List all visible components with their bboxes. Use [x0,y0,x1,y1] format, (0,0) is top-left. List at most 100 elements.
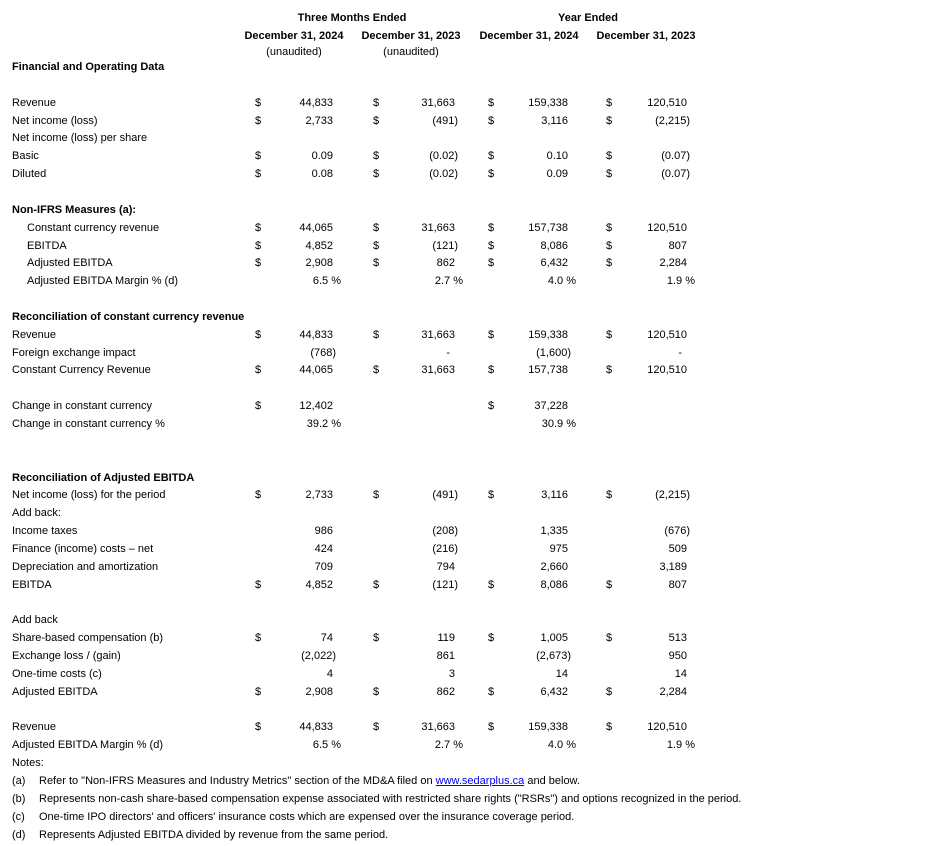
currency: $ [488,114,495,127]
currency: $ [255,632,262,645]
currency: $ [488,96,495,109]
currency: $ [373,239,380,252]
amount: (208) [432,525,458,538]
amount: 8,086 [540,239,568,252]
currency: $ [255,721,262,734]
amount: 120,510 [647,364,687,377]
amount: 807 [668,239,687,252]
row-label: Revenue [12,721,57,734]
currency: $ [255,96,262,109]
amount: 120,510 [647,221,687,234]
amount: 120,510 [647,328,687,341]
amount: 31,663 [421,721,455,734]
amount: 0.09 [311,150,333,163]
amount: 157,738 [528,364,568,377]
row-label: Income taxes [12,525,78,538]
section-title: Financial and Operating Data [12,61,165,73]
row-label: Share-based compensation (b) [12,632,164,645]
amount: 12,402 [299,400,333,413]
column-note: (unaudited) [383,46,439,58]
amount: (0.07) [661,150,690,163]
row-label: Net income (loss) [12,114,98,127]
row-label: Change in constant currency [12,400,153,413]
amount: (2,673) [536,650,571,663]
amount: (121) [432,578,458,591]
amount: 2,908 [305,257,333,270]
amount: 1.9 % [666,739,695,752]
amount: 513 [668,632,687,645]
amount: 3,189 [659,560,687,573]
currency: $ [606,632,613,645]
amount: 44,065 [299,221,333,234]
row-label: Revenue [12,96,57,109]
currency: $ [488,239,495,252]
currency: $ [255,489,262,502]
row-label: Net income (loss) per share [12,132,148,145]
currency: $ [488,257,495,270]
amount: 44,833 [299,96,333,109]
amount: 3,116 [541,489,568,502]
note-text: Represents non-cash share-based compensa… [39,792,741,806]
note-text: Represents Adjusted EBITDA divided by re… [39,828,388,842]
currency: $ [255,150,262,163]
amount: 120,510 [647,721,687,734]
column-note: (unaudited) [266,46,322,58]
currency: $ [255,578,262,591]
row-label: Depreciation and amortization [12,560,159,573]
amount: 2,660 [540,560,568,573]
amount: 0.09 [546,168,568,181]
amount: (121) [432,239,458,252]
currency: $ [255,328,262,341]
amount: (0.02) [429,168,458,181]
currency: $ [606,114,613,127]
amount: (2,215) [655,114,690,127]
amount: 862 [436,685,455,698]
currency: $ [255,364,262,377]
amount: 986 [314,525,333,538]
currency: $ [488,328,495,341]
note-link[interactable]: www.sedarplus.ca [435,775,525,787]
amount: 2,284 [659,685,687,698]
amount: 1,005 [540,632,568,645]
note-text-part: Represents Adjusted EBITDA divided by re… [39,828,389,841]
group-header: Three Months Ended [297,12,407,24]
currency: $ [488,150,495,163]
row-label: Exchange loss / (gain) [12,650,121,663]
currency: $ [255,168,262,181]
currency: $ [606,364,613,377]
row-label: Add back [12,614,58,627]
column-header: December 31, 2024 [244,30,344,42]
currency: $ [606,578,613,591]
amount: 44,833 [299,328,333,341]
currency: $ [255,221,262,234]
amount: 31,663 [421,328,455,341]
currency: $ [606,150,613,163]
currency: $ [255,400,262,413]
amount: 159,338 [528,96,568,109]
amount: 6.5 % [312,739,341,752]
amount: 30.9 % [541,418,576,430]
note-text-part: Represents non-cash share-based compensa… [39,792,742,805]
amount: (676) [664,525,690,538]
amount: 424 [314,542,333,555]
note-text: Refer to "Non-IFRS Measures and Industry… [39,774,580,788]
amount: 2.7 % [434,739,463,752]
amount: 8,086 [540,578,568,591]
row-label: Revenue [12,328,57,341]
amount: 119 [437,632,455,645]
amount: - [678,346,682,359]
amount: 31,663 [421,364,455,377]
amount: 4,852 [305,578,333,591]
amount: 4,852 [305,239,333,252]
amount: 950 [668,650,687,663]
note-text-part: Refer to "Non-IFRS Measures and Industry… [39,775,436,787]
currency: $ [606,721,613,734]
amount: 0.08 [311,168,333,181]
amount: 159,338 [528,328,568,341]
currency: $ [373,328,380,341]
currency: $ [488,221,495,234]
currency: $ [606,685,613,698]
amount: 120,510 [647,96,687,109]
currency: $ [606,257,613,270]
amount: - [446,346,450,359]
